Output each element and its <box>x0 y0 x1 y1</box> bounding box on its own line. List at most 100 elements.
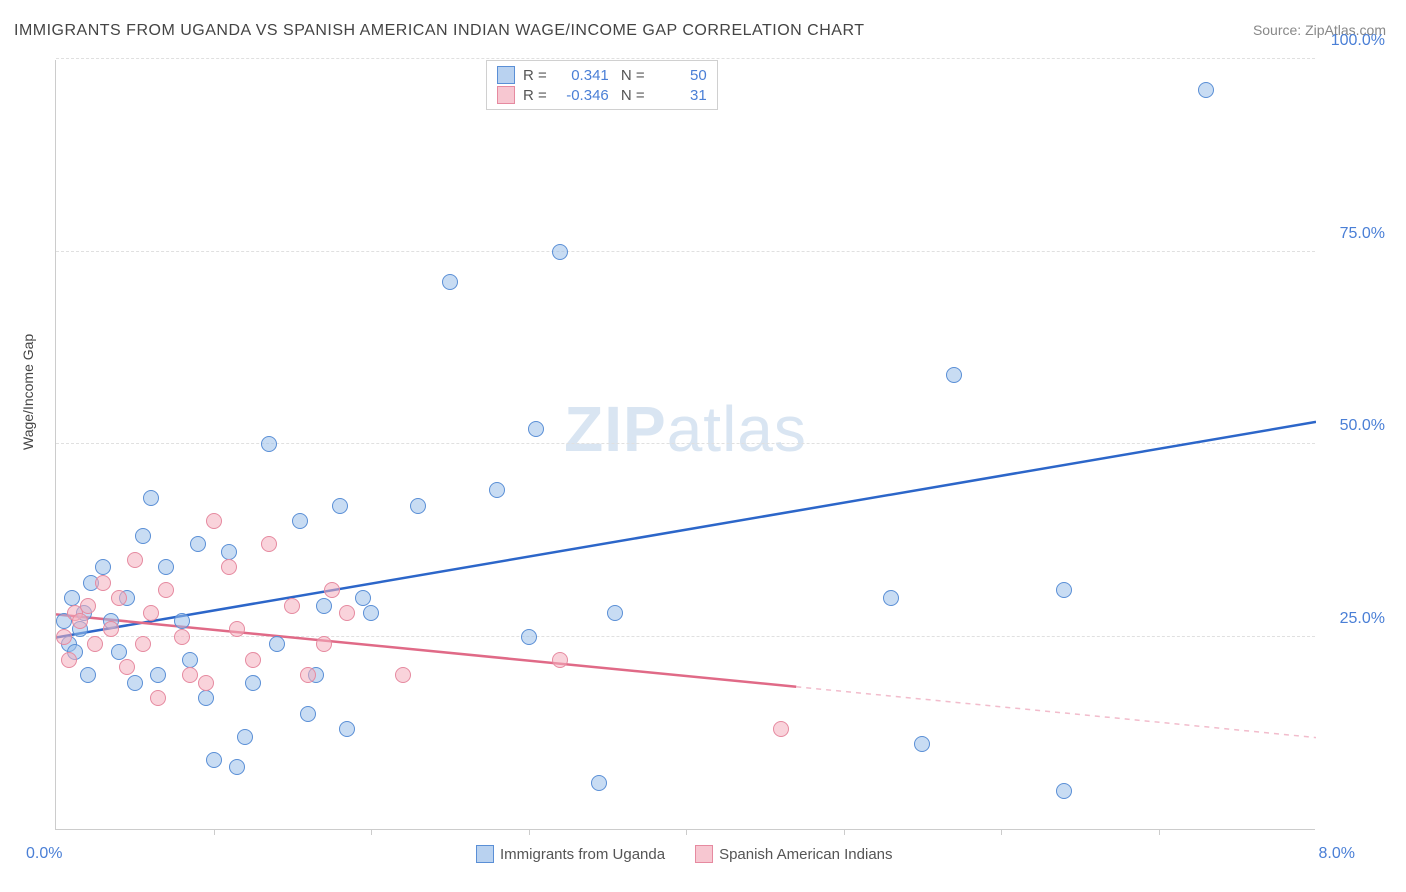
data-point <box>198 675 214 691</box>
data-point <box>158 559 174 575</box>
legend: Immigrants from Uganda Spanish American … <box>476 845 893 863</box>
data-point <box>773 721 789 737</box>
data-point <box>591 775 607 791</box>
data-point <box>339 721 355 737</box>
x-tick <box>1001 829 1002 835</box>
data-point <box>339 605 355 621</box>
data-point <box>182 652 198 668</box>
data-point <box>174 613 190 629</box>
data-point <box>72 613 88 629</box>
data-point <box>292 513 308 529</box>
data-point <box>316 598 332 614</box>
gridline <box>56 443 1315 444</box>
trend-line-blue <box>56 422 1316 638</box>
data-point <box>80 598 96 614</box>
y-axis-label: Wage/Income Gap <box>20 334 36 450</box>
data-point <box>221 559 237 575</box>
legend-item-pink: Spanish American Indians <box>695 845 892 863</box>
gridline <box>56 636 1315 637</box>
y-tick-label: 75.0% <box>1340 225 1385 243</box>
x-tick <box>686 829 687 835</box>
x-tick <box>844 829 845 835</box>
data-point <box>395 667 411 683</box>
x-tick <box>529 829 530 835</box>
swatch-pink-icon <box>497 86 515 104</box>
data-point <box>103 621 119 637</box>
data-point <box>56 629 72 645</box>
x-axis-max-label: 8.0% <box>1319 845 1355 863</box>
x-axis-min-label: 0.0% <box>26 845 62 863</box>
swatch-blue-icon <box>476 845 494 863</box>
data-point <box>332 498 348 514</box>
data-point <box>229 621 245 637</box>
y-tick-label: 100.0% <box>1331 32 1385 50</box>
gridline <box>56 251 1315 252</box>
data-point <box>198 690 214 706</box>
data-point <box>261 536 277 552</box>
data-point <box>552 652 568 668</box>
data-point <box>150 667 166 683</box>
data-point <box>87 636 103 652</box>
data-point <box>269 636 285 652</box>
data-point <box>135 528 151 544</box>
data-point <box>127 675 143 691</box>
data-point <box>143 605 159 621</box>
data-point <box>127 552 143 568</box>
data-point <box>489 482 505 498</box>
stats-row-blue: R =0.341 N =50 <box>497 65 707 85</box>
data-point <box>521 629 537 645</box>
data-point <box>300 706 316 722</box>
data-point <box>355 590 371 606</box>
swatch-pink-icon <box>695 845 713 863</box>
data-point <box>261 436 277 452</box>
data-point <box>95 575 111 591</box>
trend-line-pink-dashed <box>796 687 1316 738</box>
data-point <box>95 559 111 575</box>
data-point <box>300 667 316 683</box>
trend-line-pink <box>56 614 796 686</box>
gridline <box>56 58 1315 59</box>
data-point <box>80 667 96 683</box>
data-point <box>190 536 206 552</box>
stats-row-pink: R =-0.346 N =31 <box>497 85 707 105</box>
data-point <box>410 498 426 514</box>
x-tick <box>214 829 215 835</box>
plot-area: ZIPatlas R =0.341 N =50 R =-0.346 N =31 … <box>55 60 1315 830</box>
data-point <box>64 590 80 606</box>
data-point <box>1056 582 1072 598</box>
data-point <box>158 582 174 598</box>
trend-layer <box>56 60 1316 830</box>
data-point <box>206 513 222 529</box>
data-point <box>174 629 190 645</box>
data-point <box>135 636 151 652</box>
data-point <box>324 582 340 598</box>
data-point <box>221 544 237 560</box>
data-point <box>914 736 930 752</box>
data-point <box>143 490 159 506</box>
data-point <box>182 667 198 683</box>
data-point <box>237 729 253 745</box>
data-point <box>119 659 135 675</box>
data-point <box>607 605 623 621</box>
data-point <box>111 644 127 660</box>
data-point <box>245 652 261 668</box>
watermark: ZIPatlas <box>564 392 807 466</box>
data-point <box>61 652 77 668</box>
y-tick-label: 25.0% <box>1340 610 1385 628</box>
legend-item-blue: Immigrants from Uganda <box>476 845 665 863</box>
y-tick-label: 50.0% <box>1340 417 1385 435</box>
swatch-blue-icon <box>497 66 515 84</box>
data-point <box>528 421 544 437</box>
data-point <box>229 759 245 775</box>
data-point <box>284 598 300 614</box>
data-point <box>150 690 166 706</box>
data-point <box>316 636 332 652</box>
data-point <box>442 274 458 290</box>
data-point <box>1056 783 1072 799</box>
data-point <box>206 752 222 768</box>
data-point <box>111 590 127 606</box>
data-point <box>552 244 568 260</box>
chart-title: IMMIGRANTS FROM UGANDA VS SPANISH AMERIC… <box>14 22 864 40</box>
data-point <box>245 675 261 691</box>
x-tick <box>1159 829 1160 835</box>
